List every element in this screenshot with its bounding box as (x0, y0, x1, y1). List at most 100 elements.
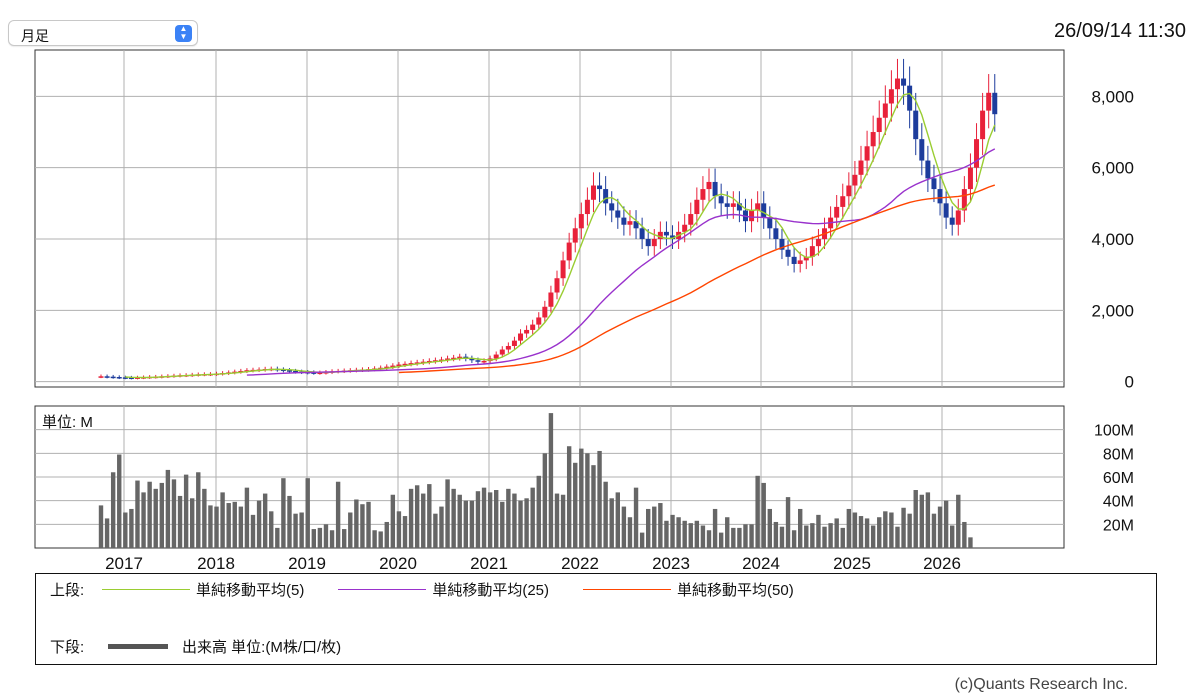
candle-body (286, 370, 292, 372)
volume-bar (287, 495, 292, 548)
volume-bar (633, 487, 639, 548)
volume-bar (433, 513, 438, 548)
candle-body (724, 203, 730, 207)
candle-body (961, 189, 967, 211)
candle-body (706, 181, 712, 190)
volume-bar (913, 490, 918, 548)
volume-bar (907, 513, 912, 548)
candle-body (536, 317, 542, 325)
volume-bar (469, 500, 475, 548)
candle-body (834, 206, 840, 218)
candle-body (104, 376, 110, 378)
volume-bar (275, 527, 280, 548)
price-y-tick-label: 6,000 (1091, 159, 1134, 178)
candle-body (128, 377, 134, 380)
candle-body (110, 376, 116, 379)
x-ticks: 2017 2018 2019 2020 2021 2022 2023 2024 2025 2026 (105, 554, 961, 573)
volume-bar (153, 488, 158, 548)
candle-body (919, 139, 925, 161)
x-tick-label: 2018 (197, 554, 235, 573)
volume-bar (135, 480, 140, 548)
volume-bar (335, 481, 341, 548)
volume-bar (591, 465, 596, 548)
volume-bar (299, 512, 304, 548)
legend-ma25-label: 単純移動平均(25) (432, 581, 550, 599)
volume-bar (518, 500, 523, 548)
period-select[interactable]: 月足 ▲ ▼ (8, 20, 198, 46)
candle-body (572, 228, 578, 243)
volume-bar (226, 503, 231, 548)
candle-body (554, 278, 560, 293)
volume-bar (104, 518, 110, 548)
volume-bar (627, 517, 633, 548)
volume-bar (646, 508, 651, 548)
volume-bar (524, 498, 529, 548)
x-tick-label: 2025 (833, 554, 871, 573)
volume-bar (165, 469, 171, 548)
candle-body (542, 306, 548, 318)
candle-body (785, 249, 791, 257)
volume-bar (682, 520, 687, 548)
volume-bar (919, 494, 924, 548)
volume-bar (390, 494, 396, 548)
candle-body (682, 224, 688, 232)
volume-bar (962, 521, 967, 548)
candle-body (518, 333, 524, 341)
candle-body (445, 358, 451, 360)
volume-bar (725, 517, 730, 548)
candle-body (402, 363, 408, 366)
volume-bar (791, 530, 797, 548)
candle-body (317, 372, 323, 375)
candle-body (949, 217, 955, 225)
candle-body (408, 363, 414, 365)
price-y-tick-label: 4,000 (1091, 230, 1134, 249)
volume-bar (931, 513, 937, 548)
volume-bar (804, 525, 809, 548)
candle-body (755, 203, 761, 211)
volume-bar (475, 491, 481, 548)
volume-bar (354, 499, 359, 548)
candle-body (639, 228, 645, 240)
volume-bar (652, 506, 657, 548)
volume-bar (262, 493, 268, 548)
price-y-tick-label: 8,000 (1091, 87, 1134, 106)
volume-bar (889, 512, 894, 548)
volume-bar (463, 500, 468, 548)
candle-body (736, 203, 742, 211)
volume-bar (688, 523, 693, 548)
legend-ma25-swatch (338, 588, 427, 590)
volume-bar (579, 448, 584, 548)
volume-bar (877, 517, 882, 548)
candle-body (134, 377, 140, 379)
price-y-tick-label: 0 (1125, 373, 1134, 392)
x-tick-label: 2022 (561, 554, 599, 573)
candle-body (657, 231, 663, 240)
legend-ma5-label: 単純移動平均(5) (196, 581, 305, 599)
volume-bar (117, 454, 122, 548)
legend-box: 上段: 単純移動平均(5) 単純移動平均(25) 単純移動平均(50) 下段: … (35, 573, 1157, 665)
candle-body (803, 256, 809, 261)
candle-body (651, 239, 657, 247)
volume-bar (98, 505, 104, 548)
volume-bar (925, 492, 931, 548)
candle-body (815, 239, 821, 247)
candle-body (414, 362, 420, 364)
volume-bar (585, 453, 590, 548)
candle-body (311, 372, 317, 374)
price-y-tick-label: 2,000 (1091, 301, 1134, 320)
volume-bar (129, 508, 134, 548)
volume-bar (445, 479, 450, 548)
legend-ma50-label: 単純移動平均(50) (677, 581, 794, 599)
volume-bar (250, 514, 256, 548)
candle-body (627, 221, 633, 225)
candle-body (609, 203, 615, 211)
volume-bar (256, 500, 262, 548)
volume-bar (737, 527, 742, 548)
x-tick-label: 2017 (105, 554, 143, 573)
volume-bar (329, 530, 335, 548)
volume-bar (494, 490, 499, 548)
x-tick-label: 2026 (923, 554, 961, 573)
volume-bar (506, 488, 511, 548)
candle-body (718, 196, 724, 204)
